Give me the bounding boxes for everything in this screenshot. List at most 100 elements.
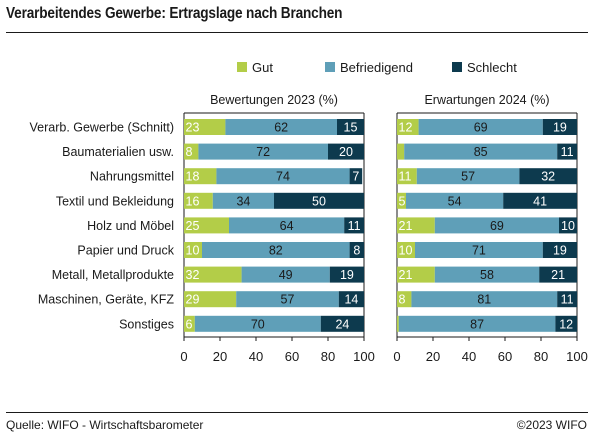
x-tick-label: 40 [249,349,263,364]
x-tick-label: 20 [426,349,440,364]
data-label-schlecht: 41 [533,194,547,208]
bar-schlecht [320,315,364,332]
bar-befriedigend [418,119,543,135]
bar-befriedigend [411,291,558,308]
bar-befriedigend [404,143,558,160]
bar-befriedigend [241,266,330,283]
data-label-schlecht: 19 [340,268,354,282]
bar-befriedigend [398,315,556,332]
category-label: Verarb. Gewerbe (Schnitt) [29,121,174,135]
data-label-schlecht: 10 [561,219,575,233]
data-label-schlecht: 24 [335,317,349,331]
data-label-gut: 16 [186,194,200,208]
legend-swatch-befriedigend [325,62,335,72]
x-tick-label: 100 [566,349,588,364]
data-label-befriedigend: 54 [448,194,462,208]
category-label: Metall, Metallprodukte [52,268,174,282]
x-tick-label: 80 [321,349,335,364]
data-label-gut: 8 [399,293,406,307]
bar-schlecht [274,192,364,209]
data-label-gut: 23 [186,121,200,135]
data-label-schlecht: 12 [559,317,573,331]
data-label-gut: 21 [399,268,413,282]
bar-gut [184,291,237,308]
data-label-schlecht: 20 [339,145,353,159]
x-tick-label: 80 [534,349,548,364]
x-tick-label: 100 [353,349,375,364]
data-label-befriedigend: 74 [276,170,290,184]
data-label-gut: 18 [186,170,200,184]
data-label-befriedigend: 69 [474,121,488,135]
bar-gut [397,291,412,308]
data-label-befriedigend: 64 [280,219,294,233]
data-label-gut: 6 [186,317,193,331]
x-tick-label: 0 [180,349,187,364]
data-label-befriedigend: 82 [269,244,283,258]
data-label-gut: 8 [186,145,193,159]
bar-befriedigend [416,168,520,185]
bar-schlecht [542,119,577,135]
category-label: Maschinen, Geräte, KFZ [38,293,175,307]
bar-befriedigend [406,192,504,209]
data-label-befriedigend: 72 [256,145,270,159]
data-label-gut: 10 [186,244,200,258]
bar-schlecht [557,291,577,308]
data-label-schlecht: 11 [348,219,361,233]
data-label-gut: 5 [399,194,406,208]
bar-gut [397,266,435,283]
data-label-schlecht: 8 [353,244,360,258]
bar-gut [184,315,195,332]
bar-schlecht [539,266,577,283]
data-label-schlecht: 32 [541,170,555,184]
data-label-befriedigend: 34 [236,194,250,208]
bar-befriedigend [194,315,321,332]
data-label-befriedigend: 57 [281,293,295,307]
bar-gut [184,168,217,185]
x-tick-label: 40 [462,349,476,364]
data-label-schlecht: 15 [344,121,358,135]
bar-schlecht [349,242,364,258]
title-divider [6,32,588,33]
data-label-befriedigend: 58 [480,268,494,282]
bar-schlecht [337,119,364,135]
data-label-befriedigend: 70 [251,317,265,331]
bar-befriedigend [198,143,328,160]
data-label-schlecht: 11 [561,145,574,159]
bar-befriedigend [225,119,337,135]
data-label-gut: 32 [186,268,200,282]
legend-label-gut: Gut [252,60,273,75]
data-label-befriedigend: 81 [477,293,491,307]
bar-befriedigend [216,168,350,185]
x-tick-label: 20 [213,349,227,364]
bar-gut [184,242,202,258]
bar-gut [397,242,415,258]
data-label-befriedigend: 57 [461,170,475,184]
data-label-gut: 11 [399,170,412,184]
panel-title: Erwartungen 2024 (%) [424,93,549,107]
bar-schlecht [344,217,364,234]
bar-gut [397,143,405,160]
data-label-befriedigend: 87 [470,317,484,331]
bar-gut [184,119,226,135]
footer-divider [6,412,588,413]
bar-gut [184,217,229,234]
bar-befriedigend [202,242,350,258]
x-tick-label: 60 [498,349,512,364]
bar-gut [397,168,417,185]
category-label: Nahrungsmittel [90,170,174,184]
bar-schlecht [542,242,577,258]
bar-schlecht [557,143,577,160]
bar-gut [184,143,199,160]
bar-schlecht [338,291,364,308]
bar-gut [397,119,419,135]
data-label-gut: 29 [186,293,200,307]
data-label-gut: 21 [399,219,413,233]
bar-befriedigend [212,192,274,209]
data-label-befriedigend: 85 [474,145,488,159]
category-label: Textil und Bekleidung [56,194,174,208]
data-label-gut: 12 [399,121,413,135]
legend-label-schlecht: Schlecht [467,60,517,75]
bar-schlecht [555,315,577,332]
data-label-schlecht: 50 [312,194,326,208]
bar-befriedigend [236,291,339,308]
